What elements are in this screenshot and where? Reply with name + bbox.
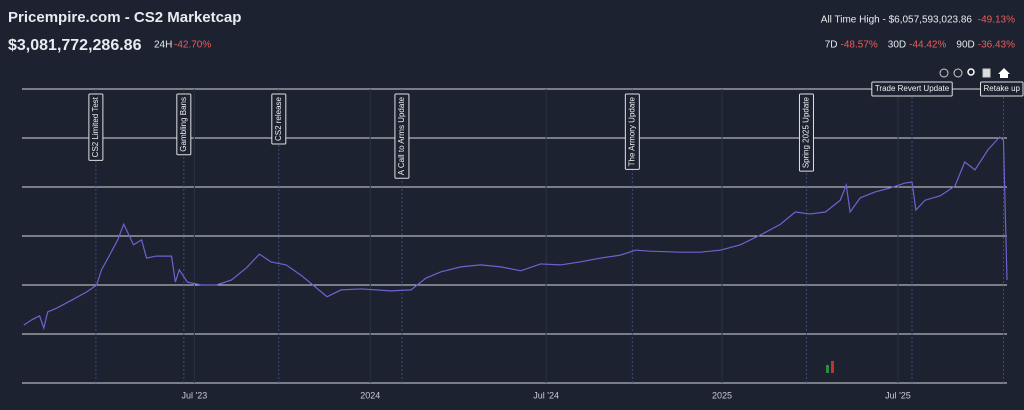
x-tick-label: Jul '23 — [182, 390, 208, 400]
x-tick-label: Jul '25 — [885, 390, 911, 400]
annotation-label: CS2 Limited Test — [91, 96, 100, 157]
annotation-box — [271, 93, 287, 145]
annotation: Gambling Bans — [176, 93, 192, 156]
annotation: Trade Revert Update — [871, 81, 953, 97]
annotation-label: A Call to Arms Update — [397, 96, 406, 175]
annotation-box — [980, 81, 1024, 97]
annotation: Spring 2025 Update — [798, 93, 814, 172]
annotation-label: The Armory Update — [627, 96, 636, 166]
annotation-box — [624, 93, 640, 170]
annotation: The Armory Update — [624, 93, 640, 170]
annotation: CS2 release — [271, 93, 287, 145]
annotation-box — [871, 81, 953, 97]
home-icon[interactable] — [998, 68, 1010, 78]
annotation-label: CS2 release — [274, 96, 283, 141]
annotation-label: Spring 2025 Update — [802, 96, 811, 168]
period-value: -48.57% — [841, 40, 878, 51]
change-value: -42.70% — [174, 40, 211, 51]
period-value: -44.42% — [909, 40, 946, 51]
chart-title: Pricempire.com - CS2 Marketcap — [8, 9, 241, 26]
annotation: Retake up — [980, 81, 1024, 97]
x-tick-label: 2024 — [360, 390, 380, 400]
toolbar — [939, 68, 1010, 78]
annotation-box — [798, 93, 814, 172]
pan-icon[interactable] — [982, 68, 991, 78]
zoom-icon[interactable] — [967, 68, 975, 76]
annotation-box — [176, 93, 192, 156]
period-value: -36.43% — [978, 40, 1015, 51]
annotation-box — [88, 93, 104, 161]
annotation: A Call to Arms Update — [394, 93, 410, 179]
period-label: 7D — [825, 40, 838, 51]
period-label: 30D — [888, 40, 906, 51]
annotation-label: Gambling Bans — [179, 97, 188, 152]
period-label: 90D — [956, 40, 974, 51]
change-label: 24H — [154, 40, 172, 51]
annotation: CS2 Limited Test — [88, 93, 104, 161]
zoom-out-icon[interactable] — [953, 68, 963, 78]
watermark-logo — [831, 361, 834, 373]
watermark — [826, 361, 834, 373]
annotation-box — [394, 93, 410, 179]
x-tick-label: 2025 — [712, 390, 732, 400]
current-value: $3,081,772,286.86 — [8, 37, 142, 54]
ath-label: All Time High - $6,057,593,023.86 — [821, 15, 973, 26]
zoom-in-icon[interactable] — [939, 68, 949, 78]
x-tick-label: Jul '24 — [533, 390, 559, 400]
annotation-label: Retake up — [984, 84, 1021, 93]
line — [23, 136, 1008, 331]
annotation-label: Trade Revert Update — [875, 84, 950, 93]
watermark-logo — [826, 365, 829, 373]
ath-change: -49.13% — [978, 15, 1015, 26]
